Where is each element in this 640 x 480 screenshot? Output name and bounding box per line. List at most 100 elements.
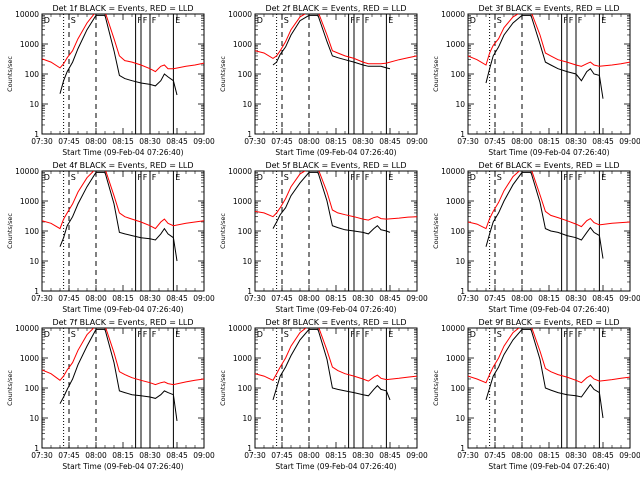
y-tick-label: 1000 <box>446 40 465 49</box>
y-tick-label: 10000 <box>228 167 252 176</box>
lld-series-line <box>468 14 630 67</box>
y-tick-label: 100 <box>451 227 466 236</box>
marker-letter: D <box>44 173 50 182</box>
lld-series-line <box>468 328 630 384</box>
x-tick-label: 08:15 <box>538 137 560 146</box>
x-tick-label: 07:45 <box>58 451 80 460</box>
marker-letter: S <box>284 173 289 182</box>
x-tick-label: 08:45 <box>592 137 614 146</box>
y-tick-label: 10 <box>29 414 39 423</box>
x-tick-label: 09:00 <box>406 451 428 460</box>
y-tick-label: 10000 <box>15 324 39 333</box>
events-series-line <box>272 171 391 235</box>
y-tick-label: 10 <box>29 257 39 266</box>
lld-series-line <box>255 171 417 221</box>
x-tick-label: 08:30 <box>139 451 161 460</box>
x-tick-label: 07:30 <box>244 137 266 146</box>
chart-panel-1: Det 1f BLACK = Events, RED = LLD Counts/s… <box>6 4 215 157</box>
x-tick-label: 08:30 <box>352 451 374 460</box>
x-tick-label: 07:30 <box>457 451 479 460</box>
marker-letter: D <box>44 16 50 25</box>
y-tick-label: 1 <box>460 444 465 453</box>
y-tick-label: 1 <box>247 130 252 139</box>
x-tick-label: 08:45 <box>379 294 401 303</box>
x-tick-label: 08:15 <box>112 137 134 146</box>
x-tick-label: 08:30 <box>352 137 374 146</box>
x-tick-label: 09:00 <box>619 137 640 146</box>
y-tick-label: 1 <box>34 444 39 453</box>
x-axis-label: Start Time (09-Feb-04 07:26:40) <box>62 148 183 157</box>
chart-panel-2: Det 2f BLACK = Events, RED = LLD Counts/s… <box>219 4 428 157</box>
x-tick-label: 07:45 <box>58 137 80 146</box>
marker-letter: F <box>143 16 148 25</box>
y-tick-label: 10 <box>29 100 39 109</box>
x-tick-label: 09:00 <box>619 294 640 303</box>
chart-panel-7: Det 7f BLACK = Events, RED = LLD Counts/s… <box>6 318 215 471</box>
y-tick-label: 10000 <box>15 167 39 176</box>
y-tick-label: 1000 <box>233 40 252 49</box>
marker-letter: E <box>601 16 606 25</box>
marker-letter: F <box>569 173 574 182</box>
x-tick-label: 08:00 <box>85 294 107 303</box>
events-series-line <box>272 328 391 401</box>
marker-letter: F <box>365 330 370 339</box>
x-tick-label: 07:45 <box>271 294 293 303</box>
lld-series-line <box>255 14 417 65</box>
y-tick-label: 100 <box>25 70 40 79</box>
y-tick-label: 1000 <box>233 197 252 206</box>
y-tick-label: 1 <box>247 287 252 296</box>
x-tick-label: 09:00 <box>193 451 215 460</box>
y-tick-label: 10000 <box>441 324 465 333</box>
y-axis-label: Counts/sec <box>432 370 440 406</box>
x-tick-label: 08:00 <box>511 451 533 460</box>
y-axis-label: Counts/sec <box>6 213 14 249</box>
y-tick-label: 100 <box>238 227 253 236</box>
chart-title: Det 6f BLACK = Events, RED = LLD <box>478 161 619 170</box>
y-axis-label: Counts/sec <box>6 370 14 406</box>
marker-letter: S <box>284 16 289 25</box>
x-tick-label: 07:30 <box>31 137 53 146</box>
chart-title: Det 8f BLACK = Events, RED = LLD <box>265 318 406 327</box>
x-tick-label: 07:45 <box>484 137 506 146</box>
chart-title: Det 3f BLACK = Events, RED = LLD <box>478 4 619 13</box>
marker-letter: F <box>152 330 157 339</box>
marker-letter: F <box>563 16 568 25</box>
y-tick-label: 1000 <box>233 354 252 363</box>
lld-series-line <box>42 328 204 386</box>
x-tick-label: 07:30 <box>244 451 266 460</box>
x-tick-label: 08:30 <box>139 137 161 146</box>
y-tick-label: 10 <box>242 414 252 423</box>
y-tick-label: 1000 <box>20 40 39 49</box>
lld-series-line <box>468 171 630 230</box>
x-tick-label: 08:00 <box>298 451 320 460</box>
lld-series-line <box>42 14 204 73</box>
x-tick-label: 09:00 <box>193 137 215 146</box>
marker-letter: F <box>137 16 142 25</box>
plot-frame <box>467 13 631 135</box>
x-tick-label: 07:30 <box>31 294 53 303</box>
chart-title: Det 5f BLACK = Events, RED = LLD <box>265 161 406 170</box>
marker-letter: F <box>356 16 361 25</box>
events-series-line <box>272 14 391 70</box>
marker-letter: F <box>563 173 568 182</box>
plot-frame <box>41 327 205 449</box>
marker-letter: F <box>365 16 370 25</box>
x-tick-label: 08:30 <box>565 294 587 303</box>
x-tick-label: 07:30 <box>244 294 266 303</box>
marker-letter: S <box>71 173 76 182</box>
x-axis-label: Start Time (09-Feb-04 07:26:40) <box>488 462 609 471</box>
marker-letter: F <box>152 173 157 182</box>
plot-frame <box>467 170 631 292</box>
events-series-line <box>485 14 604 99</box>
y-tick-label: 10 <box>242 100 252 109</box>
x-tick-label: 08:30 <box>565 451 587 460</box>
x-tick-label: 08:00 <box>511 137 533 146</box>
x-tick-label: 08:15 <box>112 294 134 303</box>
y-tick-label: 100 <box>451 70 466 79</box>
y-tick-label: 100 <box>451 384 466 393</box>
plot-frame <box>254 170 418 292</box>
marker-letter: E <box>601 173 606 182</box>
events-series-line <box>485 328 604 419</box>
events-series-line <box>485 171 604 259</box>
y-tick-label: 1 <box>460 287 465 296</box>
